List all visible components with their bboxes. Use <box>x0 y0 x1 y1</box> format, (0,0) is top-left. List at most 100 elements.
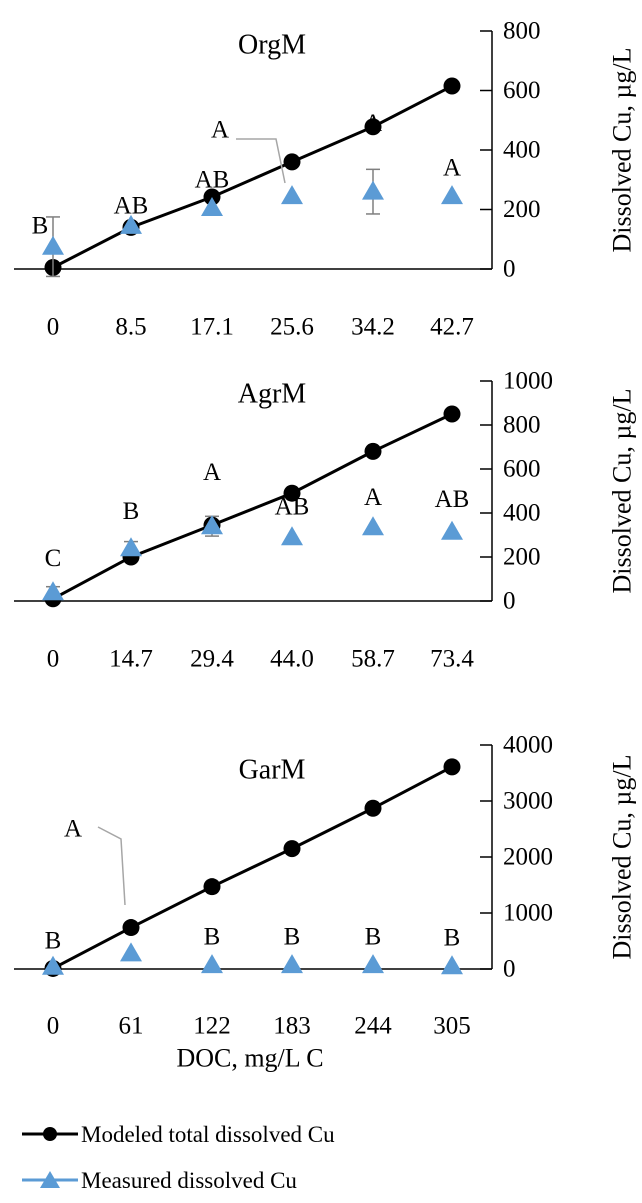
y-tick-label: 4000 <box>503 732 553 759</box>
y-axis-title: Dissolved Cu, µg/L <box>608 48 637 253</box>
x-tick-label: 29.4 <box>190 646 234 673</box>
x-tick-label: 42.7 <box>430 314 474 341</box>
significance-letter: B <box>444 925 461 952</box>
x-tick-label: 244 <box>354 1013 392 1040</box>
x-tick-label: 14.7 <box>109 646 153 673</box>
significance-letter: B <box>365 924 382 951</box>
chart-title: GarM <box>239 755 306 786</box>
y-tick-label: 200 <box>503 196 541 223</box>
y-tick-label: 600 <box>503 456 541 483</box>
legend-measured-label: Measured dissolved Cu <box>81 1168 297 1193</box>
modeled-point <box>364 442 382 460</box>
y-tick-label: 800 <box>503 18 541 45</box>
significance-letter: A <box>203 459 221 486</box>
chart-panel-garm: GarM 0 1000 2000 3000 4000 Dissolved Cu, µg/L 0… <box>14 732 637 1073</box>
measured-point <box>362 516 384 536</box>
measured-point <box>120 942 142 962</box>
measured-point <box>42 581 64 601</box>
y-tick-label: 0 <box>503 956 516 983</box>
legend-item-measured: Measured dissolved Cu <box>22 1168 297 1193</box>
modeled-series-line <box>52 412 453 601</box>
x-tick-label: 17.1 <box>190 314 234 341</box>
significance-letter: AB <box>435 486 470 513</box>
significance-letter: C <box>45 545 62 572</box>
y-tick-label: 400 <box>503 500 541 527</box>
significance-letter: AB <box>114 192 149 219</box>
x-tick-label: 183 <box>273 1013 311 1040</box>
x-tick-label: 122 <box>193 1013 231 1040</box>
modeled-point <box>283 153 301 171</box>
measured-point <box>281 954 303 974</box>
x-tick-label: 0 <box>47 646 60 673</box>
x-tick-label: 73.4 <box>430 646 474 673</box>
measured-point <box>441 520 463 540</box>
significance-letter: A <box>64 816 82 843</box>
significance-letter: A <box>211 117 229 144</box>
x-axis-title: DOC, mg/L C <box>176 1044 323 1073</box>
modeled-point <box>364 799 382 817</box>
x-tick-label: 34.2 <box>351 314 395 341</box>
modeled-point <box>283 840 301 858</box>
modeled-point <box>203 188 221 206</box>
x-tick-label: 44.0 <box>270 646 314 673</box>
y-axis-title: Dissolved Cu, µg/L <box>608 389 637 594</box>
modeled-point <box>283 484 301 502</box>
legend: Modeled total dissolved Cu Measured diss… <box>22 1122 335 1193</box>
x-tick-label: 58.7 <box>351 646 395 673</box>
significance-letter: B <box>123 498 140 525</box>
y-tick-label: 0 <box>503 588 516 615</box>
letter-leader-line <box>236 138 286 184</box>
measured-point <box>42 235 64 255</box>
y-tick-label: 1000 <box>503 368 553 395</box>
y-tick-label: 0 <box>503 256 516 283</box>
measured-point <box>362 954 384 974</box>
modeled-series-line <box>52 765 453 970</box>
chart-title: OrgM <box>238 30 306 61</box>
letter-leader-line <box>97 826 126 906</box>
x-tick-label: 305 <box>433 1013 471 1040</box>
measured-point <box>441 185 463 205</box>
significance-letter: A <box>443 155 461 182</box>
significance-letter: B <box>204 924 221 951</box>
measured-point <box>441 955 463 975</box>
significance-letter: B <box>284 924 301 951</box>
measured-point <box>362 180 384 200</box>
significance-letter: A <box>364 484 382 511</box>
modeled-point <box>203 878 221 896</box>
y-tick-label: 200 <box>503 544 541 571</box>
modeled-series-line <box>52 84 453 269</box>
measured-point <box>281 526 303 546</box>
modeled-point <box>443 758 461 776</box>
x-tick-label: 0 <box>47 1013 60 1040</box>
measured-point <box>201 954 223 974</box>
measured-point <box>120 537 142 557</box>
chart-title: AgrM <box>238 379 307 410</box>
y-axis-title: Dissolved Cu, µg/L <box>608 755 637 960</box>
measured-point <box>201 515 223 535</box>
legend-modeled-label: Modeled total dissolved Cu <box>81 1122 335 1147</box>
modeled-point <box>122 919 140 937</box>
legend-modeled-marker <box>43 1127 57 1141</box>
chart-panel-orgm: OrgM 0 200 400 600 800 Dissolved Cu, µg/L 0 8.5 1… <box>14 18 637 341</box>
y-tick-label: 3000 <box>503 788 553 815</box>
y-tick-label: 2000 <box>503 844 553 871</box>
measured-point <box>201 197 223 217</box>
legend-measured-marker <box>40 1171 60 1188</box>
modeled-point <box>443 405 461 423</box>
legend-item-modeled: Modeled total dissolved Cu <box>22 1122 335 1147</box>
y-tick-label: 400 <box>503 137 541 164</box>
significance-letter: B <box>45 928 62 955</box>
x-tick-label: 8.5 <box>115 314 146 341</box>
modeled-point <box>364 118 382 136</box>
measured-point <box>281 185 303 205</box>
y-tick-label: 1000 <box>503 900 553 927</box>
y-tick-label: 600 <box>503 77 541 104</box>
significance-letter: AB <box>195 167 230 194</box>
significance-letter: B <box>32 213 49 240</box>
significance-letter: A <box>364 110 382 137</box>
x-tick-label: 0 <box>47 314 60 341</box>
measured-point <box>42 955 64 975</box>
y-tick-label: 800 <box>503 412 541 439</box>
x-tick-label: 61 <box>119 1013 144 1040</box>
